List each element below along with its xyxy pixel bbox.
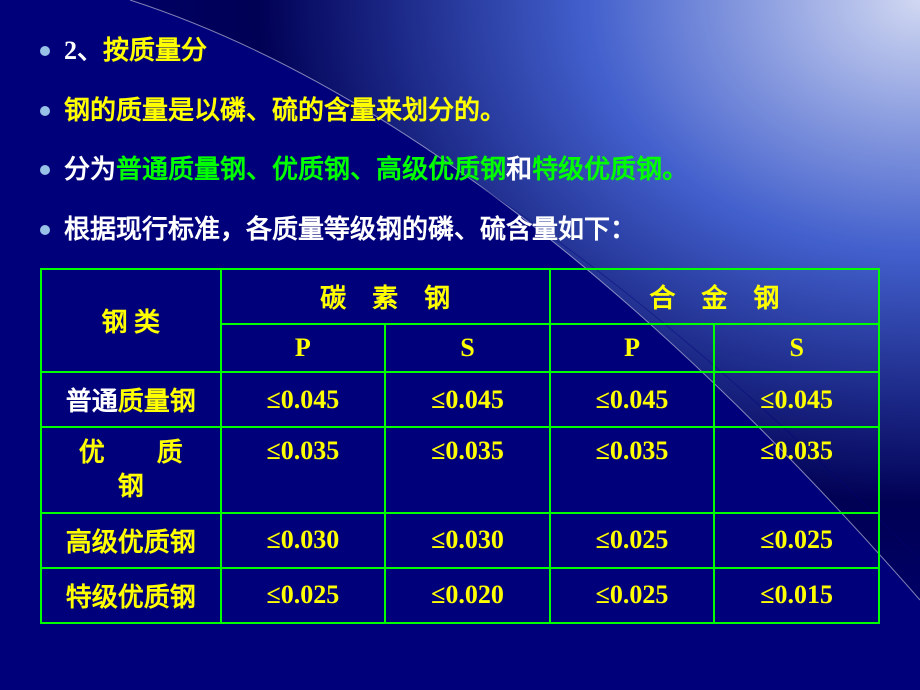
table-header-row-1: 钢 类 碳 素 钢 合 金 钢 [41,269,879,324]
cell: ≤0.015 [714,568,879,623]
bullet-icon [40,225,50,235]
cell: ≤0.025 [550,568,715,623]
cell: ≤0.035 [385,427,550,513]
bullet-line-4: 根据现行标准，各质量等级钢的磷、硫含量如下： [40,209,880,251]
cell: ≤0.045 [221,372,386,427]
bullet-line-1: 2、按质量分 [40,30,880,72]
row-label: 高级优质钢 [41,513,221,568]
th-category: 钢 类 [41,269,221,372]
l3-s1: 、 [246,155,272,184]
cell: ≤0.030 [221,513,386,568]
cell: ≤0.035 [550,427,715,513]
l3-mid: 和 [506,155,532,184]
bullet-line-3: 分为普通质量钢、优质钢、高级优质钢和特级优质钢。 [40,149,880,191]
cell: ≤0.045 [714,372,879,427]
line1-text: 按质量分 [103,36,207,65]
cell: ≤0.045 [385,372,550,427]
cell: ≤0.035 [714,427,879,513]
cell: ≤0.025 [221,568,386,623]
table-row: 普通质量钢 ≤0.045 ≤0.045 ≤0.045 ≤0.045 [41,372,879,427]
l3-a: 普通质量钢 [116,155,246,184]
cell: ≤0.025 [550,513,715,568]
th-carbon: 碳 素 钢 [221,269,550,324]
l3-end: 。 [662,155,688,184]
th-s2: S [714,324,879,372]
th-alloy: 合 金 钢 [550,269,879,324]
line2-text: 钢的质量是以磷、硫的含量来划分的。 [64,90,506,132]
l3-s2: 、 [350,155,376,184]
row-label: 普通质量钢 [41,372,221,427]
line4-text: 根据现行标准，各质量等级钢的磷、硫含量如下： [64,209,636,251]
bullet-line-2: 钢的质量是以磷、硫的含量来划分的。 [40,90,880,132]
cell: ≤0.020 [385,568,550,623]
l3-pre: 分为 [64,155,116,184]
bullet-icon [40,165,50,175]
quality-table: 钢 类 碳 素 钢 合 金 钢 P S P S 普通质量钢 ≤0.045 ≤0.… [40,268,880,624]
row-label: 优 质钢 [41,427,221,513]
table-row: 优 质钢 ≤0.035 ≤0.035 ≤0.035 ≤0.035 [41,427,879,513]
table-row: 高级优质钢 ≤0.030 ≤0.030 ≤0.025 ≤0.025 [41,513,879,568]
cell: ≤0.035 [221,427,386,513]
l3-d: 特级优质钢 [532,155,662,184]
th-p1: P [221,324,386,372]
bullet-icon [40,106,50,116]
th-p2: P [550,324,715,372]
slide-content: 2、按质量分 钢的质量是以磷、硫的含量来划分的。 分为普通质量钢、优质钢、高级优… [0,0,920,624]
cell: ≤0.025 [714,513,879,568]
l3-b: 优质钢 [272,155,350,184]
bullet-icon [40,46,50,56]
line1-number: 2、 [64,36,103,65]
l3-c: 高级优质钢 [376,155,506,184]
th-s1: S [385,324,550,372]
cell: ≤0.045 [550,372,715,427]
row-label: 特级优质钢 [41,568,221,623]
cell: ≤0.030 [385,513,550,568]
table-row: 特级优质钢 ≤0.025 ≤0.020 ≤0.025 ≤0.015 [41,568,879,623]
